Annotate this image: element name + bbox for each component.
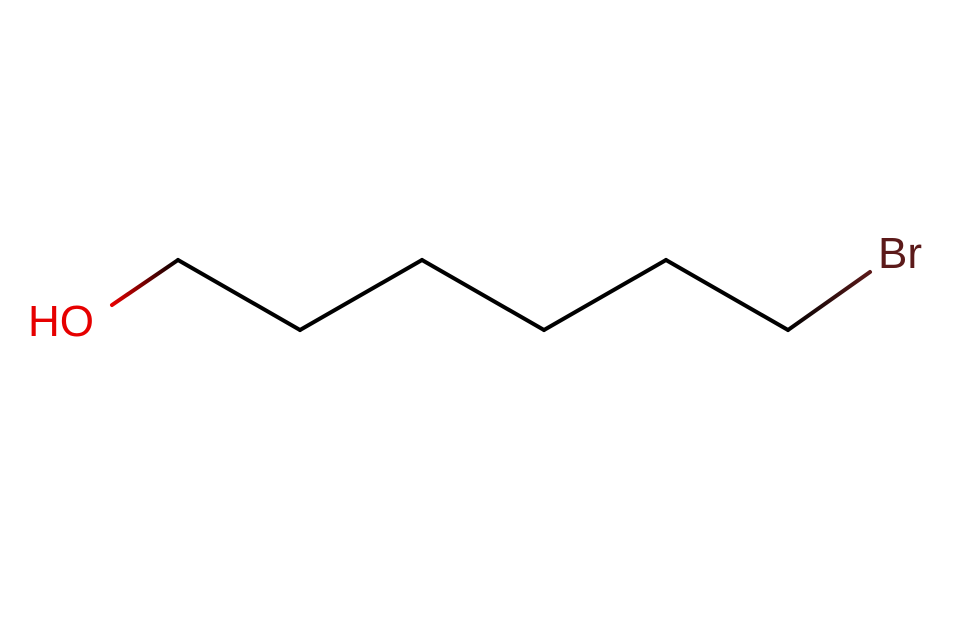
bromine-label: Br [878, 232, 922, 276]
bond [300, 260, 422, 330]
molecule-canvas: HO Br [0, 0, 956, 623]
bond [422, 260, 544, 330]
bond [544, 260, 666, 330]
bond [788, 272, 870, 330]
bond [178, 260, 300, 330]
molecule-svg [0, 0, 956, 623]
bond [666, 260, 788, 330]
bond [112, 260, 178, 305]
hydroxyl-label: HO [28, 300, 94, 344]
